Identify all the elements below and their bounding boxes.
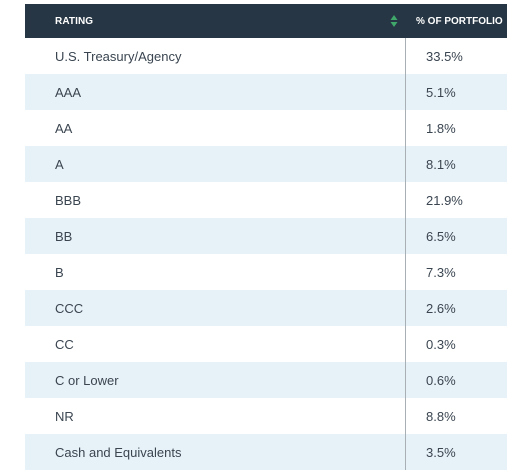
- table-row: C or Lower 0.6%: [25, 362, 507, 398]
- table-row: U.S. Treasury/Agency 33.5%: [25, 38, 507, 74]
- percent-cell: 0.6%: [405, 362, 507, 398]
- rating-cell: AAA: [55, 84, 82, 100]
- percent-cell: 5.1%: [405, 74, 507, 110]
- rating-cell: C or Lower: [55, 372, 119, 388]
- rating-cell: NR: [55, 408, 74, 424]
- rating-cell: Cash and Equivalents: [55, 444, 182, 460]
- percent-column-header[interactable]: % OF PORTFOLIO: [405, 4, 507, 38]
- rating-cell: B: [55, 264, 64, 280]
- table-header: RATING % OF PORTFOLIO: [25, 4, 507, 38]
- rating-cell: BBB: [55, 192, 82, 208]
- table-row: BB 6.5%: [25, 218, 507, 254]
- rating-cell: CCC: [55, 300, 84, 316]
- percent-cell: 0.3%: [405, 326, 507, 362]
- percent-cell: 33.5%: [405, 38, 507, 74]
- table-row: B 7.3%: [25, 254, 507, 290]
- table-row: BBB 21.9%: [25, 182, 507, 218]
- table-row: CC 0.3%: [25, 326, 507, 362]
- percent-cell: 21.9%: [405, 182, 507, 218]
- rating-cell: AA: [55, 120, 73, 136]
- portfolio-rating-table: RATING % OF PORTFOLIO U.S. Treasury/Agen…: [25, 4, 507, 470]
- rating-cell: U.S. Treasury/Agency: [55, 48, 182, 64]
- rating-cell: CC: [55, 336, 74, 352]
- percent-cell: 8.8%: [405, 398, 507, 434]
- percent-cell: 6.5%: [405, 218, 507, 254]
- table-row: AAA 5.1%: [25, 74, 507, 110]
- rating-header-label: RATING: [55, 15, 94, 27]
- table-row: A 8.1%: [25, 146, 507, 182]
- table-row: NR 8.8%: [25, 398, 507, 434]
- percent-cell: 8.1%: [405, 146, 507, 182]
- percent-cell: 2.6%: [405, 290, 507, 326]
- sort-updown-icon[interactable]: [390, 14, 398, 28]
- rating-cell: BB: [55, 228, 73, 244]
- table-row: Cash and Equivalents 3.5%: [25, 434, 507, 470]
- percent-cell: 3.5%: [405, 434, 507, 470]
- percent-cell: 7.3%: [405, 254, 507, 290]
- table-row: AA 1.8%: [25, 110, 507, 146]
- table-body: U.S. Treasury/Agency 33.5% AAA 5.1% AA 1…: [25, 38, 507, 470]
- table-row: CCC 2.6%: [25, 290, 507, 326]
- percent-header-label: % OF PORTFOLIO: [416, 15, 503, 27]
- rating-cell: A: [55, 156, 64, 172]
- percent-cell: 1.8%: [405, 110, 507, 146]
- rating-column-header[interactable]: RATING: [25, 4, 405, 38]
